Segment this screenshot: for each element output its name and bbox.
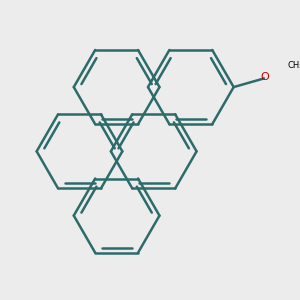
- Text: O: O: [261, 72, 269, 82]
- Text: CH₃: CH₃: [288, 61, 300, 70]
